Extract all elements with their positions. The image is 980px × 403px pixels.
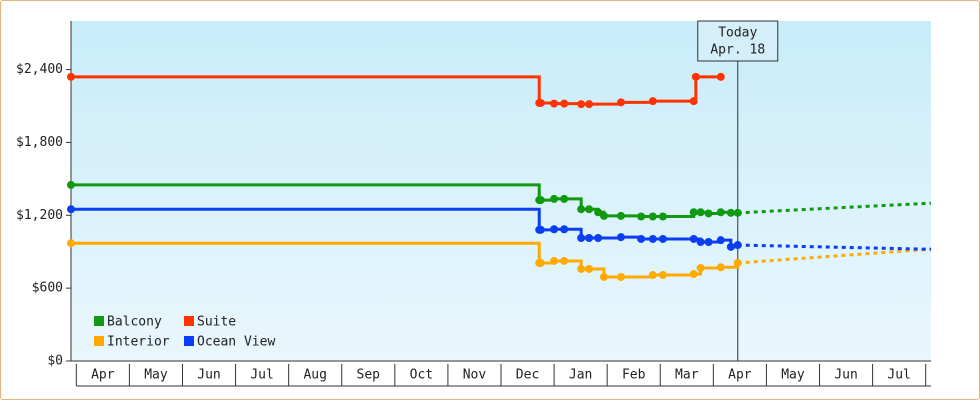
x-tick-label: Jun (197, 368, 220, 383)
data-point (637, 234, 646, 243)
data-point (689, 270, 698, 279)
data-point (560, 99, 569, 108)
data-point (585, 100, 594, 109)
data-point (585, 233, 594, 242)
data-point (648, 271, 657, 280)
data-point (599, 272, 608, 281)
data-point (616, 233, 625, 242)
data-point (616, 211, 625, 220)
data-point (648, 97, 657, 106)
data-point (658, 271, 667, 280)
data-point (536, 196, 545, 205)
y-tick-label: $2,400 (16, 62, 63, 77)
x-tick-label: Mar (675, 368, 699, 383)
x-tick-label: Apr (91, 368, 115, 383)
data-point (577, 233, 586, 242)
today-box (697, 20, 779, 62)
data-point (594, 208, 603, 217)
legend-swatch (94, 316, 104, 326)
data-point (689, 208, 698, 217)
data-point (648, 234, 657, 243)
plot-area (71, 21, 931, 361)
x-tick-label: Jul (250, 368, 273, 383)
data-point (716, 72, 725, 81)
data-point (637, 212, 646, 221)
x-tick-label: Jan (569, 368, 592, 383)
data-point (577, 100, 586, 109)
data-point (716, 236, 725, 245)
y-tick-label: $1,800 (16, 135, 63, 150)
x-tick-label: May (781, 368, 805, 383)
x-tick-label: Jul (887, 368, 910, 383)
legend-label: Interior (107, 335, 170, 350)
y-tick-label: $1,200 (16, 208, 63, 223)
projection-line (737, 243, 932, 251)
data-point (67, 72, 75, 81)
x-tick-label: Nov (463, 368, 487, 383)
data-point (67, 180, 75, 189)
x-tick-label: Sep (357, 368, 381, 383)
legend-swatch (184, 336, 194, 346)
data-point (585, 264, 594, 273)
data-point (577, 264, 586, 273)
data-point (704, 238, 713, 246)
data-point (67, 205, 75, 214)
data-point (585, 205, 594, 214)
data-point (696, 238, 705, 246)
data-point (716, 263, 725, 272)
data-point (536, 225, 545, 234)
legend-label: Ocean View (197, 335, 275, 350)
legend-swatch (184, 316, 194, 326)
data-point (733, 208, 742, 217)
data-point (550, 225, 559, 234)
data-point (716, 208, 725, 217)
data-point (648, 212, 657, 221)
data-point (616, 272, 625, 281)
today-label: Apr. 18 (710, 43, 765, 58)
data-point (726, 208, 735, 217)
x-tick-label: Apr (728, 368, 752, 383)
data-point (536, 98, 545, 107)
today-label: Today (718, 26, 757, 41)
x-tick-label: Feb (622, 368, 646, 383)
projection-line (737, 247, 932, 265)
data-point (691, 72, 700, 81)
data-point (689, 97, 698, 106)
data-point (696, 208, 705, 217)
data-point (560, 256, 569, 265)
data-point (67, 239, 75, 248)
legend-label: Balcony (107, 315, 162, 330)
data-point (616, 98, 625, 107)
data-point (599, 211, 608, 220)
data-point (704, 209, 713, 218)
data-point (560, 225, 569, 234)
data-point (689, 234, 698, 243)
data-point (550, 99, 559, 108)
data-point (658, 234, 667, 243)
data-point (726, 242, 735, 251)
data-point (733, 259, 742, 268)
x-tick-label: Jun (834, 368, 857, 383)
x-tick-label: Aug (303, 368, 326, 383)
x-tick-label: Dec (516, 368, 539, 383)
y-tick-label: $600 (32, 281, 63, 296)
data-point (577, 205, 586, 214)
data-point (560, 194, 569, 203)
legend-swatch (94, 336, 104, 346)
legend-label: Suite (197, 315, 236, 330)
x-tick-label: May (144, 368, 168, 383)
y-tick-label: $0 (47, 354, 63, 369)
data-point (658, 212, 667, 221)
data-point (696, 263, 705, 272)
data-point (550, 194, 559, 203)
data-point (550, 256, 559, 265)
x-tick-label: Oct (410, 368, 433, 383)
data-point (594, 233, 603, 242)
data-point (733, 241, 742, 250)
projection-line (737, 201, 932, 215)
data-point (536, 259, 545, 268)
